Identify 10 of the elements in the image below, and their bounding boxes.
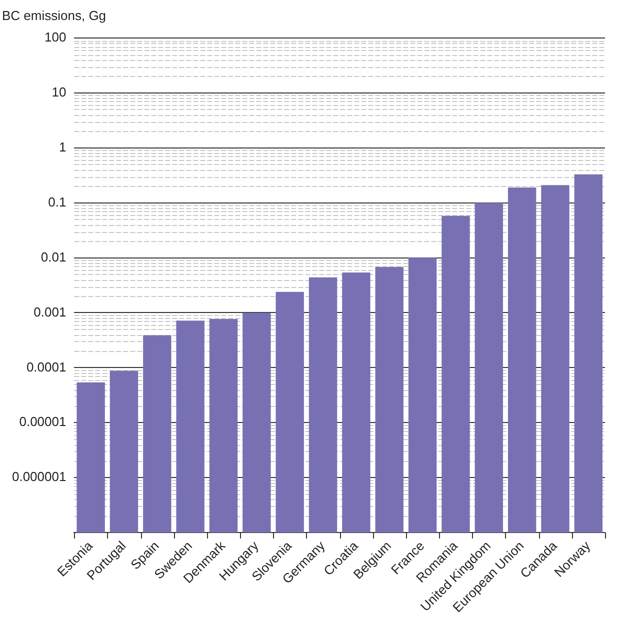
y-tick-label: 0.001 xyxy=(34,304,66,320)
y-tick-label: 0.1 xyxy=(48,194,66,210)
y-tick-label: 0.0001 xyxy=(26,359,66,374)
y-tick-label: 10 xyxy=(52,84,66,100)
y-tick-label: 0.00001 xyxy=(19,414,66,430)
y-tick-label: 0.01 xyxy=(40,249,66,264)
y-axis-title: BC emissions, Gg xyxy=(2,8,106,24)
y-tick-label: 1 xyxy=(58,139,66,154)
y-tick-label: 100 xyxy=(44,30,66,45)
y-tick-label: 0.000001 xyxy=(12,469,66,484)
